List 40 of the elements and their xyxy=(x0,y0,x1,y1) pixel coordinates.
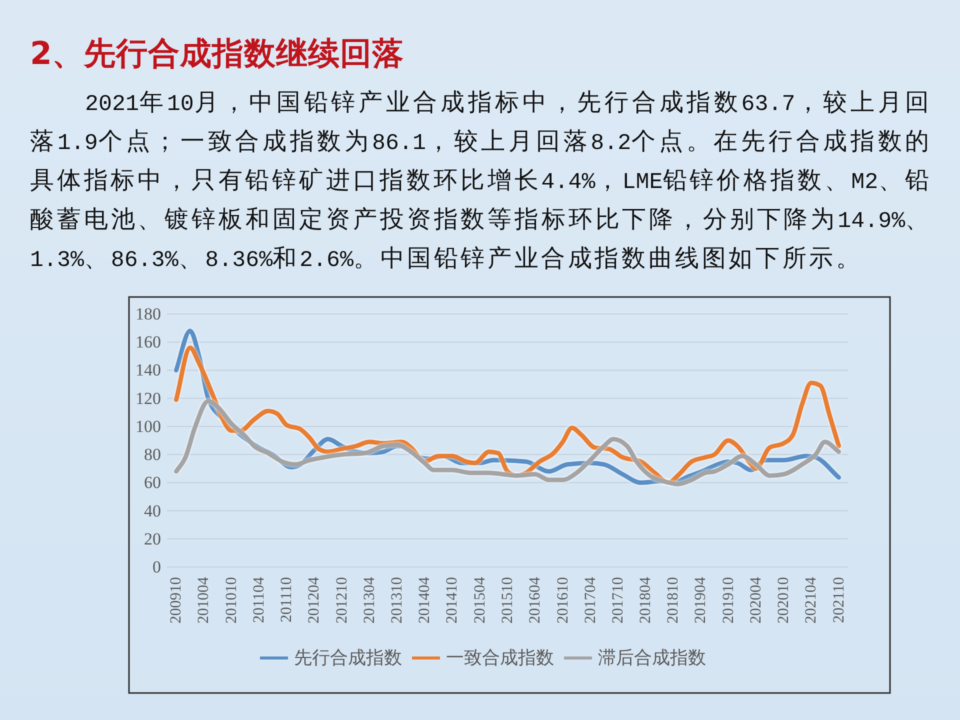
y-tick-label: 0 xyxy=(152,558,161,576)
legend-label: 一致合成指数 xyxy=(446,648,554,668)
y-tick-label: 120 xyxy=(136,388,161,408)
legend-label: 先行合成指数 xyxy=(294,648,402,668)
x-tick-label: 201810 xyxy=(664,576,682,624)
chart-title: 2、先行合成指数继续回落 xyxy=(30,35,404,74)
y-tick-label: 160 xyxy=(136,332,161,352)
y-tick-label: 100 xyxy=(136,416,161,436)
x-tick-label: 202010 xyxy=(775,576,792,624)
x-tick-label: 201310 xyxy=(388,576,406,624)
x-tick-label: 201110 xyxy=(278,576,296,622)
x-tick-label: 201610 xyxy=(554,576,572,624)
x-tick-label: 201704 xyxy=(582,576,599,624)
x-tick-label: 201204 xyxy=(306,576,323,624)
x-tick-label: 201410 xyxy=(444,576,461,624)
x-tick-label: 201504 xyxy=(471,576,488,624)
x-tick-label: 202110 xyxy=(830,576,848,623)
x-tick-label: 201404 xyxy=(416,576,434,624)
x-tick-label: 201210 xyxy=(333,576,350,624)
x-tick-label: 201010 xyxy=(222,576,240,624)
x-tick-label: 201804 xyxy=(636,576,654,624)
line-series xyxy=(174,398,842,486)
y-tick-label: 20 xyxy=(144,529,161,548)
legend-label: 滞后合成指数 xyxy=(598,648,706,668)
x-tick-label: 202004 xyxy=(747,576,764,624)
y-tick-label: 40 xyxy=(144,501,161,520)
y-tick-label: 180 xyxy=(136,304,161,324)
x-tick-label: 201004 xyxy=(195,576,212,624)
x-tick-label: 201604 xyxy=(526,576,544,624)
x-tick-label: 202104 xyxy=(802,576,820,624)
x-tick-label: 201904 xyxy=(692,576,710,624)
x-tick-label: 201910 xyxy=(720,576,737,624)
x-tick-label: 201510 xyxy=(498,576,516,624)
y-tick-label: 80 xyxy=(144,445,161,464)
x-tick-label: 201104 xyxy=(250,576,268,623)
x-tick-label: 201710 xyxy=(609,576,626,624)
x-tick-label: 200910 xyxy=(168,576,185,624)
x-tick-label: 201304 xyxy=(360,576,378,624)
y-tick-label: 140 xyxy=(136,360,161,380)
y-tick-label: 60 xyxy=(144,473,161,492)
